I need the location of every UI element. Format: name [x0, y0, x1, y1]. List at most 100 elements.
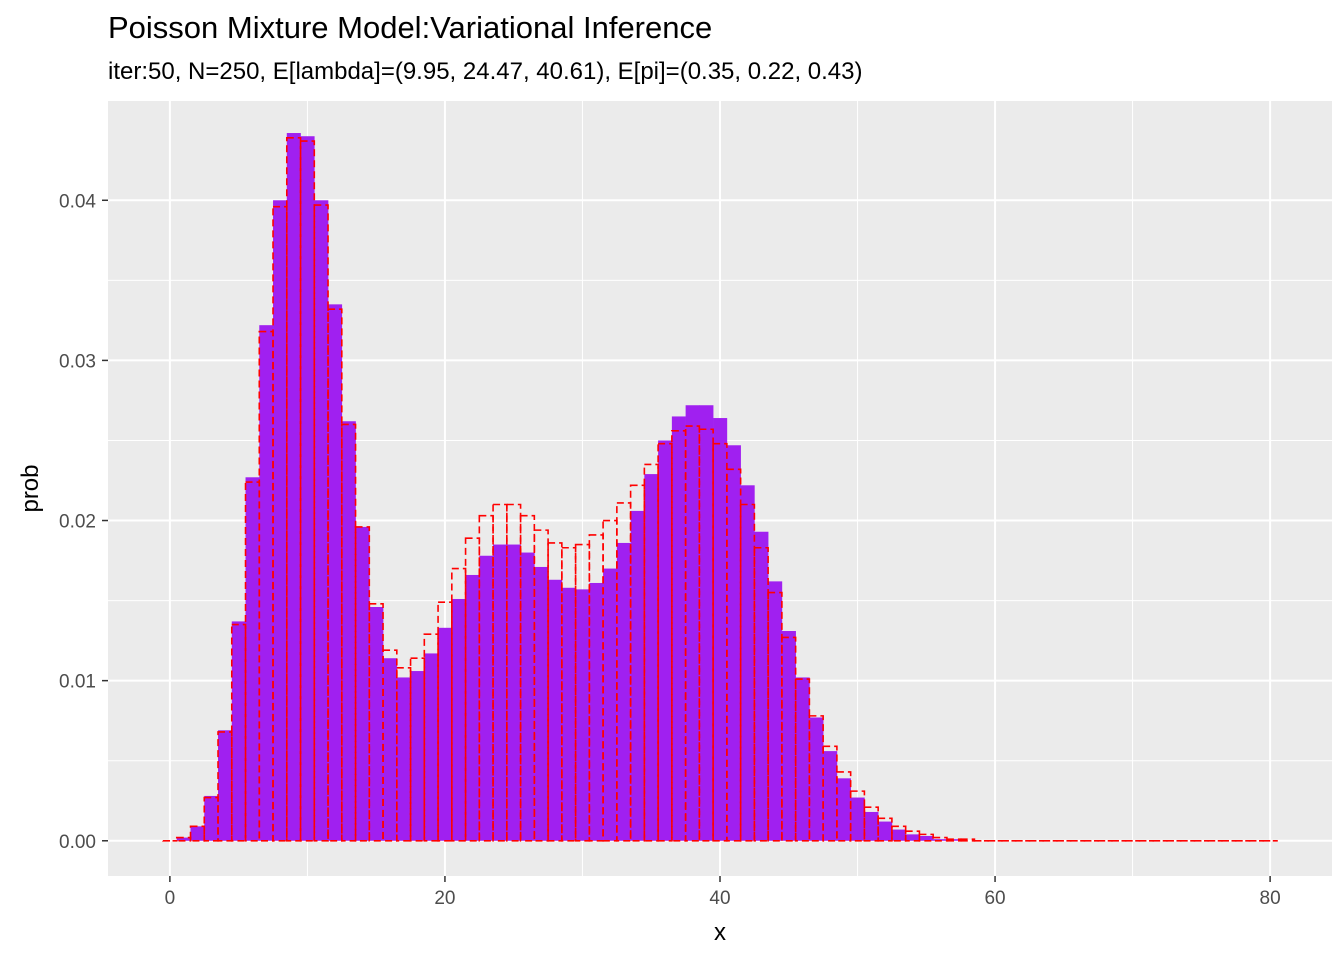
dashed-outline-bar: [574, 543, 591, 842]
dashed-outline-series: [162, 137, 1278, 842]
y-tick-label: 0.02: [59, 512, 96, 533]
filled-bar: [919, 835, 934, 841]
filled-bar: [520, 552, 535, 841]
filled-bar: [424, 653, 439, 841]
filled-bar: [795, 677, 810, 841]
dashed-outline-bar: [891, 825, 907, 842]
y-axis-title: prob: [17, 464, 44, 512]
filled-bar: [548, 579, 563, 841]
filled-bar: [231, 621, 246, 841]
filled-bar: [699, 405, 714, 841]
y-tick-label: 0.01: [59, 672, 96, 693]
filled-bar: [328, 304, 343, 841]
filled-bar: [644, 474, 659, 841]
filled-bar: [754, 531, 769, 841]
dashed-outline-bar: [547, 542, 563, 842]
y-tick-label: 0.03: [59, 351, 96, 372]
dashed-outline-bar: [602, 519, 618, 842]
filled-series: [163, 133, 1278, 841]
filled-bar: [905, 834, 920, 841]
dashed-outline-bar: [877, 817, 893, 842]
filled-bar: [726, 445, 741, 841]
filled-bar: [891, 829, 906, 841]
dashed-outline-bar: [643, 463, 659, 842]
dashed-outline-bar: [849, 790, 866, 842]
dashed-outline-bar: [698, 428, 714, 842]
dashed-outline-bar: [423, 633, 439, 842]
filled-bar: [479, 555, 494, 841]
filled-bar: [575, 589, 590, 841]
filled-bar: [259, 325, 274, 841]
filled-bar: [603, 568, 618, 841]
y-tick-label: 0.00: [59, 832, 96, 853]
filled-bar: [300, 136, 315, 841]
filled-bar: [781, 631, 796, 841]
filled-bar: [286, 133, 301, 841]
filled-bar: [616, 542, 631, 841]
dashed-outline-bar: [863, 806, 879, 842]
dashed-outline-bar: [464, 537, 481, 842]
dashed-outline-bar: [904, 830, 921, 842]
dashed-outline-bar: [340, 423, 357, 842]
filled-bar: [493, 544, 508, 841]
filled-bar: [589, 582, 604, 841]
x-tick-label: 20: [434, 888, 455, 909]
filled-bar: [823, 751, 838, 841]
filled-bar: [671, 416, 686, 841]
dashed-outline-bar: [561, 546, 577, 842]
filled-bar: [809, 717, 824, 841]
filled-bar: [740, 485, 755, 841]
dashed-outline-bar: [396, 667, 412, 842]
filled-bar: [383, 658, 398, 841]
filled-bar: [314, 200, 329, 841]
chart-title: Poisson Mixture Model:Variational Infere…: [108, 10, 713, 45]
filled-bar: [946, 839, 961, 841]
filled-bar: [176, 837, 191, 841]
filled-bar: [204, 795, 219, 841]
filled-bar: [850, 797, 865, 841]
dashed-outline-bar: [959, 838, 976, 842]
filled-bar: [369, 606, 384, 841]
filled-bar: [396, 677, 411, 841]
filled-bar: [713, 418, 728, 841]
filled-bar: [273, 200, 288, 841]
dashed-outline-bar: [808, 715, 824, 842]
filled-bar: [465, 574, 480, 841]
filled-bar: [630, 510, 645, 841]
x-tick-label: 80: [1260, 888, 1281, 909]
x-tick-label: 60: [984, 888, 1005, 909]
filled-bar: [864, 811, 879, 841]
y-axis: 0.00 0.01 0.02 0.03 0.04: [59, 191, 108, 853]
filled-bar: [658, 440, 673, 841]
dashed-outline-bar: [726, 468, 742, 842]
filled-bar: [878, 821, 893, 841]
filled-bar: [341, 421, 356, 841]
filled-bar: [190, 826, 205, 841]
dashed-outline-bar: [684, 425, 701, 842]
dashed-outline-bar: [946, 838, 962, 842]
filled-bar: [438, 627, 453, 841]
dashed-outline-bar: [478, 514, 494, 842]
x-tick-label: 40: [709, 888, 730, 909]
dashed-outline-bar: [657, 442, 673, 842]
dashed-outline-bar: [175, 836, 192, 842]
filled-bar: [410, 671, 425, 841]
filled-bar: [933, 839, 948, 841]
dashed-outline-bar: [533, 529, 549, 842]
dashed-outline-bar: [313, 204, 329, 842]
filled-bar: [506, 544, 521, 841]
filled-bar: [218, 730, 233, 841]
x-axis: 0 20 40 60 80: [165, 876, 1281, 909]
filled-bar: [685, 405, 700, 841]
filled-bar: [355, 526, 370, 841]
filled-bar: [836, 778, 851, 841]
y-tick-label: 0.04: [59, 191, 96, 212]
filled-bar: [245, 477, 260, 841]
dashed-outline-bar: [671, 430, 687, 842]
filled-bar: [534, 566, 549, 841]
dashed-outline-bar: [382, 649, 398, 842]
filled-bar: [451, 598, 466, 841]
chart-subtitle: iter:50, N=250, E[lambda]=(9.95, 24.47, …: [108, 58, 863, 85]
dashed-outline-bar: [629, 484, 646, 842]
